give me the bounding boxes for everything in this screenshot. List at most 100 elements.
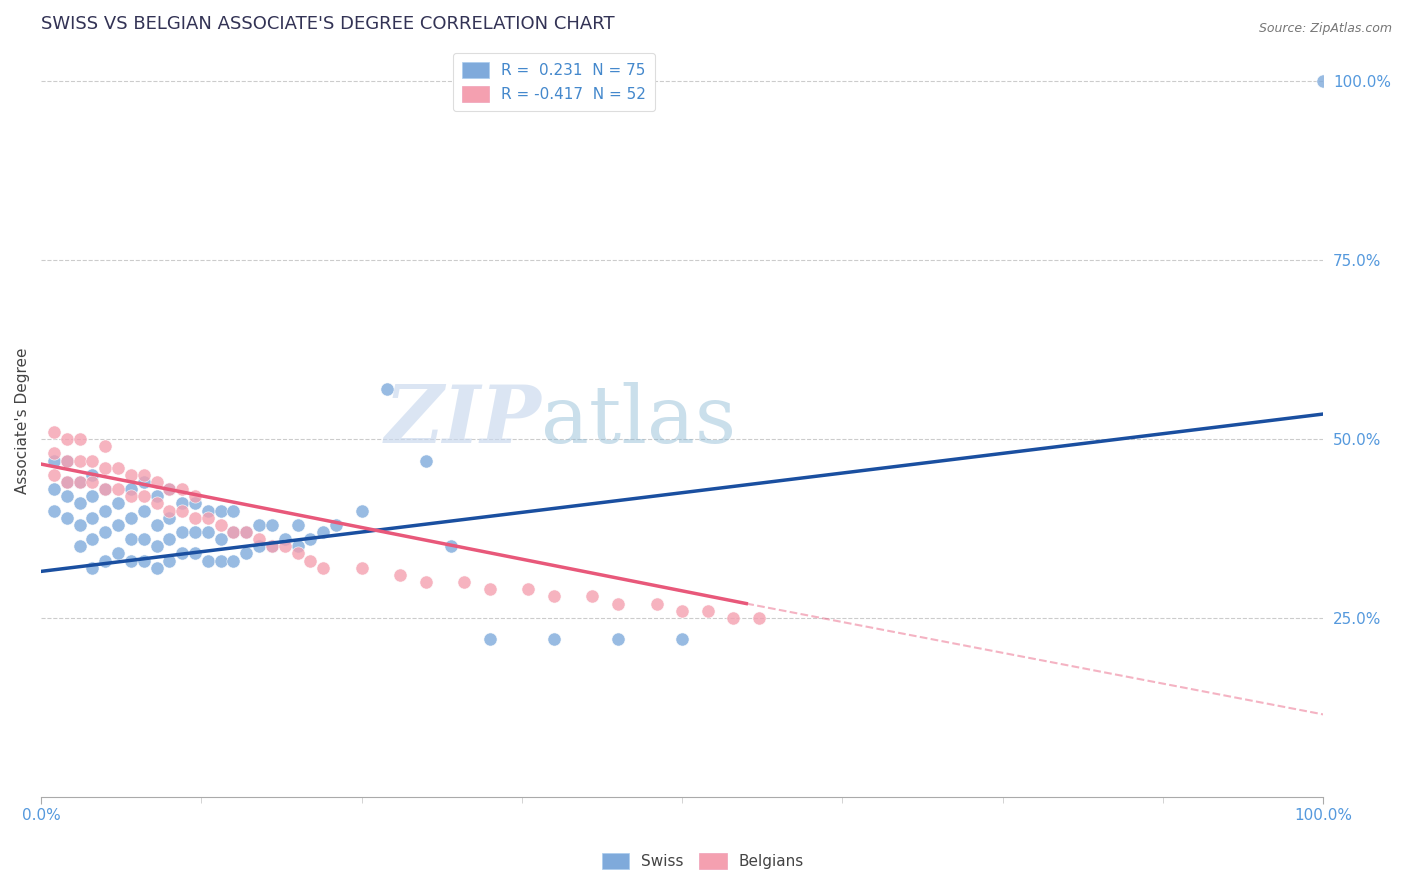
Point <box>723 611 745 625</box>
Point <box>415 575 437 590</box>
Point <box>55 475 77 489</box>
Point <box>82 561 104 575</box>
Point <box>145 496 167 510</box>
Point <box>696 604 718 618</box>
Point <box>145 475 167 489</box>
Point <box>82 489 104 503</box>
Point <box>260 517 283 532</box>
Point <box>145 561 167 575</box>
Point <box>69 453 91 467</box>
Point <box>350 503 373 517</box>
Point <box>107 547 129 561</box>
Point <box>197 524 219 539</box>
Point <box>235 524 257 539</box>
Point <box>120 489 142 503</box>
Point <box>69 475 91 489</box>
Point <box>235 547 257 561</box>
Point <box>157 482 180 496</box>
Y-axis label: Associate's Degree: Associate's Degree <box>15 348 30 494</box>
Text: ZIP: ZIP <box>384 383 541 460</box>
Point <box>274 539 297 553</box>
Point <box>55 510 77 524</box>
Point <box>222 554 245 568</box>
Point <box>157 503 180 517</box>
Point <box>82 510 104 524</box>
Point <box>94 460 117 475</box>
Point <box>222 503 245 517</box>
Point <box>42 467 65 482</box>
Point <box>389 568 412 582</box>
Point <box>350 561 373 575</box>
Point <box>172 503 194 517</box>
Point <box>132 467 155 482</box>
Point <box>312 524 335 539</box>
Point <box>274 532 297 546</box>
Point <box>82 467 104 482</box>
Point <box>172 482 194 496</box>
Point <box>157 554 180 568</box>
Point <box>478 582 501 597</box>
Point <box>453 575 475 590</box>
Text: Source: ZipAtlas.com: Source: ZipAtlas.com <box>1258 22 1392 36</box>
Point <box>543 632 565 647</box>
Point <box>42 453 65 467</box>
Legend: Swiss, Belgians: Swiss, Belgians <box>596 847 810 875</box>
Point <box>132 532 155 546</box>
Point <box>94 554 117 568</box>
Point <box>235 524 257 539</box>
Point <box>209 554 232 568</box>
Point <box>184 496 207 510</box>
Point <box>55 475 77 489</box>
Point <box>260 539 283 553</box>
Text: atlas: atlas <box>541 382 737 460</box>
Point <box>94 524 117 539</box>
Point <box>517 582 540 597</box>
Point <box>247 539 270 553</box>
Point <box>222 524 245 539</box>
Point <box>671 632 693 647</box>
Point <box>299 532 322 546</box>
Point <box>55 432 77 446</box>
Point <box>1312 74 1334 88</box>
Point <box>222 524 245 539</box>
Point <box>209 532 232 546</box>
Point <box>69 539 91 553</box>
Point <box>209 503 232 517</box>
Point <box>82 453 104 467</box>
Point <box>375 382 398 396</box>
Point <box>55 453 77 467</box>
Point <box>94 482 117 496</box>
Point <box>184 510 207 524</box>
Point <box>69 517 91 532</box>
Legend: R =  0.231  N = 75, R = -0.417  N = 52: R = 0.231 N = 75, R = -0.417 N = 52 <box>453 54 655 112</box>
Point <box>107 460 129 475</box>
Point <box>260 539 283 553</box>
Point <box>132 503 155 517</box>
Point <box>120 532 142 546</box>
Point <box>157 532 180 546</box>
Point <box>120 554 142 568</box>
Point <box>145 517 167 532</box>
Point <box>172 524 194 539</box>
Point <box>55 453 77 467</box>
Point <box>42 425 65 439</box>
Point <box>247 532 270 546</box>
Point <box>82 532 104 546</box>
Point <box>120 510 142 524</box>
Point <box>543 590 565 604</box>
Point <box>415 453 437 467</box>
Point <box>172 496 194 510</box>
Point <box>157 482 180 496</box>
Point <box>107 517 129 532</box>
Point <box>299 554 322 568</box>
Point <box>197 503 219 517</box>
Point <box>69 496 91 510</box>
Point <box>184 547 207 561</box>
Point <box>671 604 693 618</box>
Point <box>247 517 270 532</box>
Point <box>42 482 65 496</box>
Point <box>120 482 142 496</box>
Point <box>312 561 335 575</box>
Point <box>145 539 167 553</box>
Text: SWISS VS BELGIAN ASSOCIATE'S DEGREE CORRELATION CHART: SWISS VS BELGIAN ASSOCIATE'S DEGREE CORR… <box>41 15 614 33</box>
